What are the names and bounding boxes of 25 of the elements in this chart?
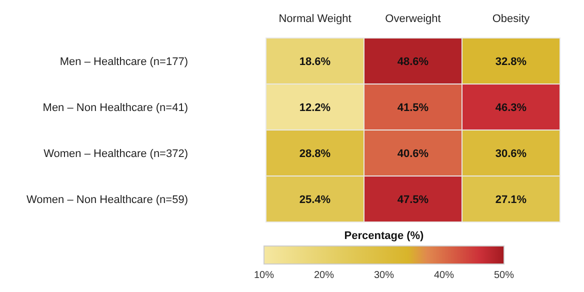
- data-label: 48.6%: [397, 56, 429, 68]
- data-label: 30.6%: [495, 148, 527, 160]
- color-bar-title: Percentage (%): [344, 230, 424, 242]
- data-label: 41.5%: [397, 102, 429, 114]
- data-label: 25.4%: [299, 194, 331, 206]
- data-label: 27.1%: [495, 194, 527, 206]
- y-tick-label: Men – Healthcare (n=177): [60, 56, 188, 68]
- color-bar-label: 10%: [254, 270, 274, 281]
- data-label: 47.5%: [397, 194, 429, 206]
- color-bar-label: 40%: [434, 270, 454, 281]
- y-tick-label: Women – Healthcare (n=372): [44, 148, 188, 160]
- x-tick-label: Obesity: [492, 13, 530, 25]
- color-bar-label: 30%: [374, 270, 394, 281]
- data-label: 40.6%: [397, 148, 429, 160]
- y-tick-label: Women – Non Healthcare (n=59): [26, 194, 188, 206]
- data-label: 12.2%: [299, 102, 331, 114]
- y-tick-label: Men – Non Healthcare (n=41): [42, 102, 188, 114]
- data-label: 18.6%: [299, 56, 331, 68]
- x-tick-label: Normal Weight: [278, 13, 352, 25]
- x-tick-label: Overweight: [385, 13, 441, 25]
- data-label: 28.8%: [299, 148, 331, 160]
- data-label: 32.8%: [495, 56, 527, 68]
- data-label: 46.3%: [495, 102, 527, 114]
- color-bar-label: 20%: [314, 270, 334, 281]
- color-bar-label: 50%: [494, 270, 514, 281]
